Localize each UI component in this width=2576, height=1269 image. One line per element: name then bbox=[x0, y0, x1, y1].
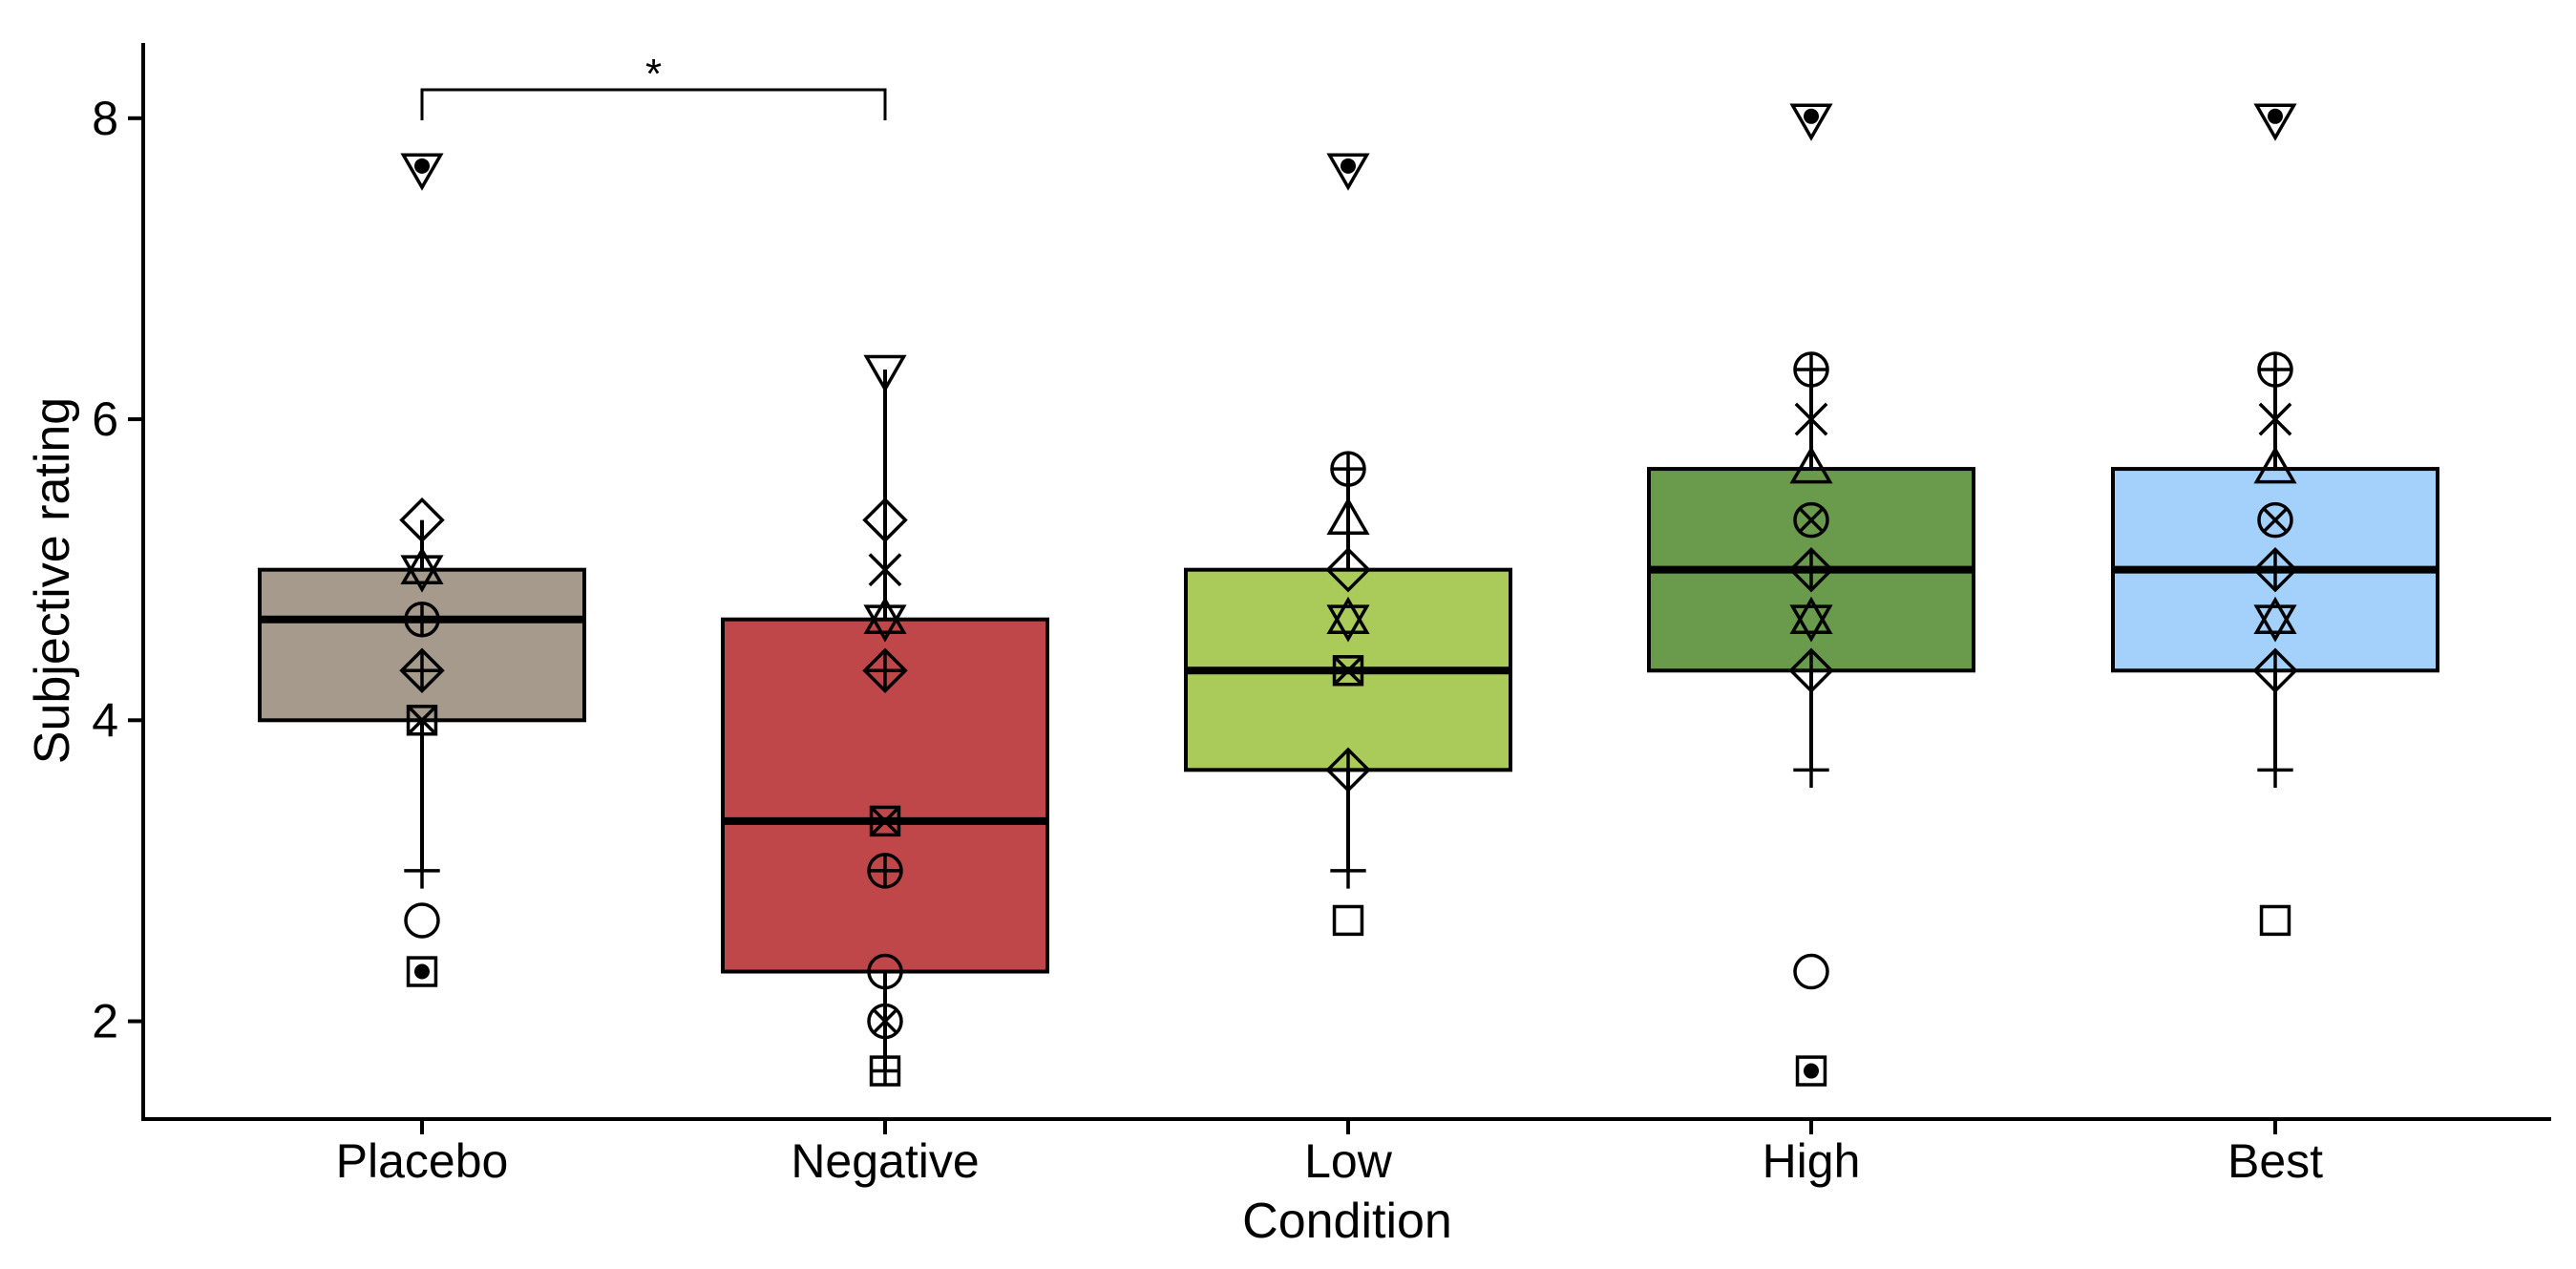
data-point-triangle bbox=[2253, 446, 2297, 484]
x-tick-label-placebo: Placebo bbox=[336, 1134, 509, 1188]
points-best bbox=[2252, 103, 2298, 937]
data-point-triangle bbox=[1789, 446, 1833, 484]
data-point-triangle-down-dot bbox=[1326, 153, 1370, 191]
x-tick-label-negative: Negative bbox=[791, 1134, 979, 1188]
data-point-circle-x bbox=[1793, 501, 1829, 539]
data-point-circle-plus bbox=[1330, 451, 1366, 487]
data-point-circle bbox=[1793, 953, 1829, 990]
data-point-square-x bbox=[869, 805, 901, 837]
data-point-diamond-plus bbox=[2252, 546, 2298, 593]
points-high bbox=[1788, 103, 1834, 1087]
box-negative bbox=[721, 370, 1049, 1071]
data-point-diamond bbox=[1325, 546, 1371, 593]
data-point-x bbox=[868, 553, 902, 587]
data-point-triangle-down-dot bbox=[400, 153, 444, 191]
y-tick-label: 6 bbox=[92, 392, 118, 446]
data-point-circle-x bbox=[2257, 501, 2293, 539]
data-point-diamond-plus bbox=[1788, 546, 1834, 593]
data-point-circle-x bbox=[867, 1003, 903, 1040]
points-low bbox=[1325, 153, 1371, 937]
x-ticks: Placebo Negative Low High Best bbox=[336, 1119, 2323, 1188]
data-point-circle bbox=[404, 902, 440, 939]
data-point-square-dot bbox=[1795, 1055, 1827, 1087]
data-point-triangle bbox=[1326, 497, 1370, 536]
box-iqr bbox=[258, 567, 586, 723]
data-point-circle-plus bbox=[2257, 351, 2293, 388]
data-point-diamond-plus bbox=[1788, 647, 1834, 694]
data-point-square-plus bbox=[869, 1055, 901, 1087]
data-point-diamond bbox=[399, 497, 445, 543]
data-point-triangle-down-dot bbox=[1789, 103, 1833, 141]
box-iqr bbox=[721, 617, 1049, 974]
y-ticks: 2 4 6 8 bbox=[92, 92, 143, 1048]
data-point-circle-plus bbox=[1793, 351, 1829, 388]
y-tick-label: 8 bbox=[92, 92, 118, 145]
data-point-square-x bbox=[1332, 655, 1364, 687]
data-point-triangle-down-dot bbox=[2253, 103, 2297, 141]
data-point-square bbox=[1332, 904, 1364, 937]
data-point-plus bbox=[404, 853, 440, 889]
data-point-diamond-plus bbox=[2252, 647, 2298, 694]
bracket-line bbox=[420, 88, 887, 120]
data-point-diamond-plus bbox=[862, 647, 908, 694]
data-point-x bbox=[2258, 402, 2292, 436]
x-tick-label-high: High bbox=[1763, 1134, 1861, 1188]
data-point-star bbox=[2253, 596, 2297, 643]
data-point-star bbox=[863, 596, 907, 643]
data-point-x bbox=[1794, 402, 1828, 436]
data-point-square-dot bbox=[406, 956, 438, 987]
data-point-circle bbox=[867, 953, 903, 990]
points-layer bbox=[399, 103, 2298, 1087]
x-tick-label-low: Low bbox=[1304, 1134, 1393, 1188]
data-point-plus bbox=[1330, 853, 1366, 889]
data-point-square-x bbox=[406, 705, 438, 736]
data-point-diamond bbox=[862, 497, 908, 543]
data-point-plus bbox=[2257, 751, 2293, 789]
points-placebo bbox=[399, 153, 445, 987]
x-axis-title: Condition bbox=[1242, 1194, 1452, 1249]
data-point-square bbox=[2259, 904, 2291, 937]
significance-label: * bbox=[645, 51, 662, 97]
points-negative bbox=[862, 354, 908, 1087]
box-placebo bbox=[258, 519, 586, 871]
data-point-star bbox=[400, 546, 444, 593]
data-point-circle-plus bbox=[867, 853, 903, 889]
data-point-star bbox=[1789, 596, 1833, 643]
significance-bracket: * bbox=[420, 51, 887, 120]
data-point-circle-plus bbox=[404, 601, 440, 638]
y-axis-title: Subjective rating bbox=[25, 397, 80, 764]
x-tick-label-best: Best bbox=[2228, 1134, 2323, 1188]
data-point-star bbox=[1326, 596, 1370, 643]
data-point-triangle-down bbox=[863, 354, 907, 392]
data-point-diamond-plus bbox=[399, 647, 445, 694]
data-point-plus bbox=[1793, 751, 1829, 789]
data-point-diamond-plus bbox=[1325, 747, 1371, 793]
y-tick-label: 4 bbox=[92, 693, 118, 747]
annotations: * bbox=[420, 51, 887, 120]
y-tick-label: 2 bbox=[92, 995, 118, 1048]
